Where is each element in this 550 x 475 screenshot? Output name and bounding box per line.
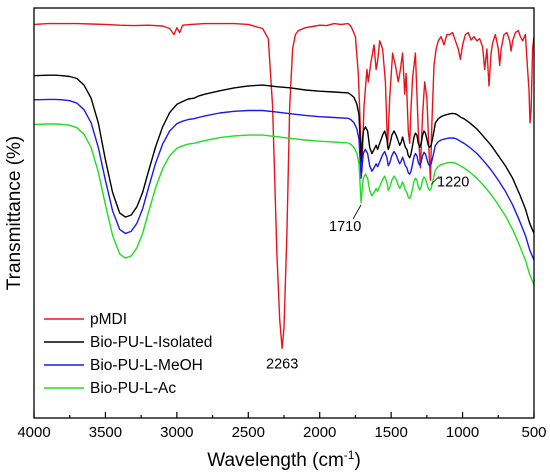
x-tick-label-3: 2500 <box>232 424 265 441</box>
annotation-1710: 1710 <box>329 219 361 235</box>
y-axis-title: Transmittance (%) <box>4 136 25 291</box>
annotation-1220: 1220 <box>437 174 469 190</box>
x-tick-label-4: 2000 <box>303 424 336 441</box>
series-line-2 <box>33 98 535 261</box>
x-axis-title-close: ) <box>354 450 360 471</box>
x-axis-title-main: Wavelength (cm <box>207 450 344 471</box>
annotation-2263: 2263 <box>266 356 298 372</box>
x-tick-label-1: 3500 <box>89 424 122 441</box>
legend-label-1: Bio-PU-L-Isolated <box>90 334 212 351</box>
legend-label-3: Bio-PU-L-Ac <box>90 380 176 397</box>
x-tick-label-6: 1000 <box>446 424 479 441</box>
series-line-1 <box>33 74 535 234</box>
x-axis-title-sup: -1 <box>344 448 355 462</box>
series-layer <box>33 22 535 349</box>
x-axis-title: Wavelength (cm-1) <box>207 448 361 471</box>
x-tick-label-7: 500 <box>521 424 546 441</box>
annotation-leader-2 <box>430 176 440 185</box>
x-axis-ticks: 4000 3500 3000 2500 2000 1500 1000 500 <box>17 412 547 441</box>
legend-label-0: pMDI <box>90 311 127 328</box>
annotations: 2263 1710 1220 <box>266 174 469 372</box>
annotation-leader-1 <box>352 204 362 219</box>
legend-label-2: Bio-PU-L-MeOH <box>90 357 203 374</box>
x-tick-label-2: 3000 <box>160 424 193 441</box>
legend: pMDI Bio-PU-L-Isolated Bio-PU-L-MeOH Bio-PU… <box>44 311 212 397</box>
series-line-3 <box>33 123 535 286</box>
series-line-0 <box>33 22 535 349</box>
x-tick-label-5: 1500 <box>374 424 407 441</box>
x-tick-label-0: 4000 <box>17 424 50 441</box>
